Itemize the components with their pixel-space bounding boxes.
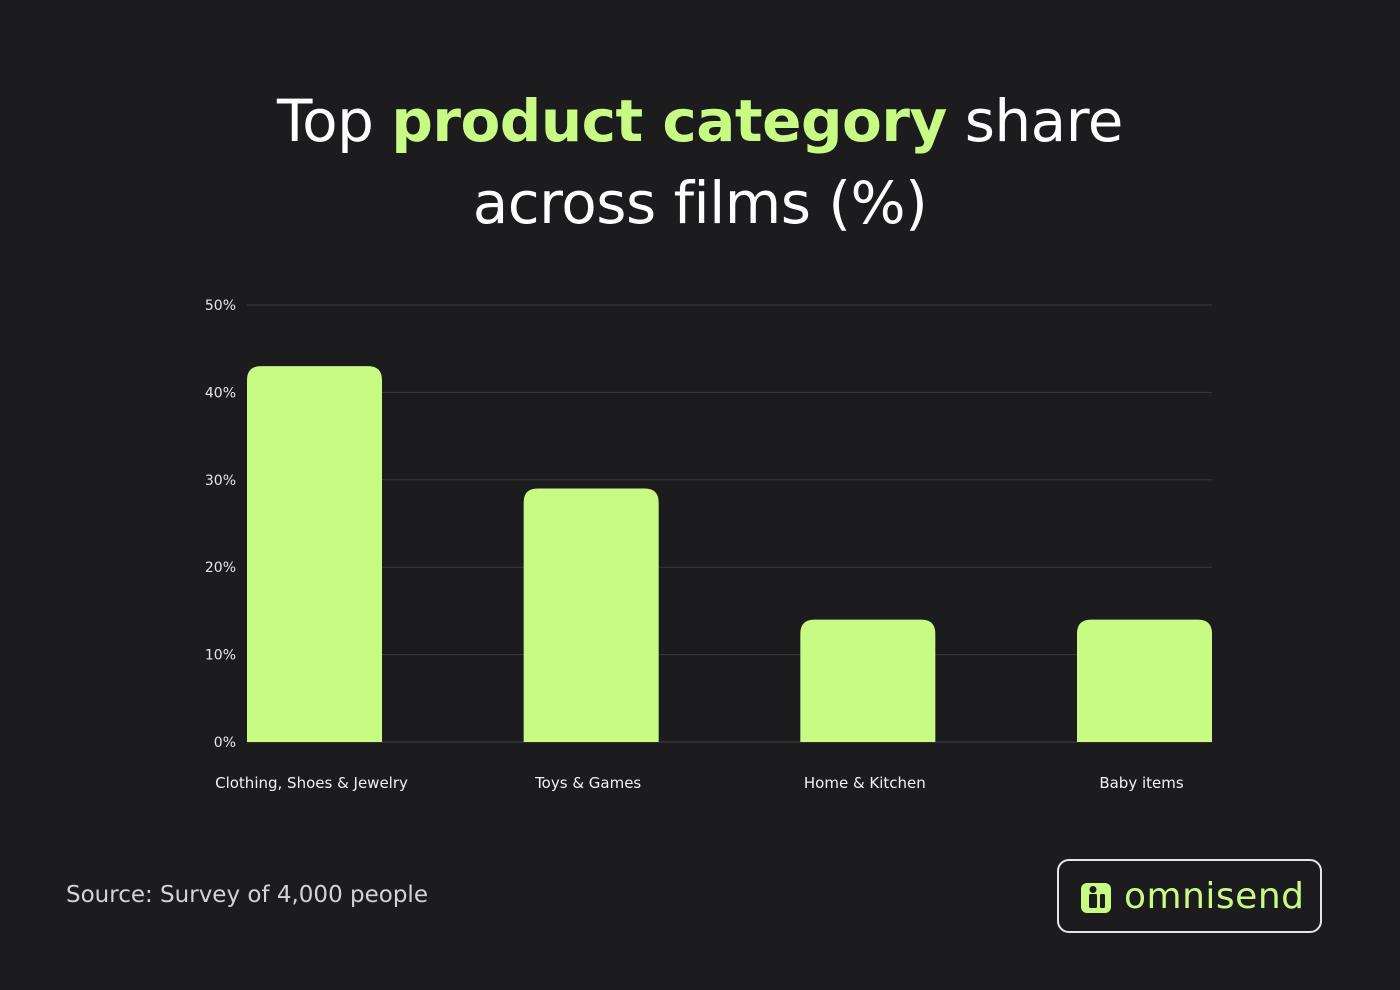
- bar: [1077, 619, 1212, 742]
- x-tick-label: Home & Kitchen: [804, 774, 926, 792]
- title-part-1: Top: [277, 87, 392, 155]
- title-part-2: share across films (%): [472, 87, 1124, 237]
- source-note: Source: Survey of 4,000 people: [66, 882, 428, 908]
- omnisend-logo-icon: [1081, 883, 1111, 913]
- title-highlight: product category: [391, 87, 947, 155]
- x-axis-labels: Clothing, Shoes & Jewelry Toys & Games Hom…: [215, 774, 1184, 792]
- x-tick-label: Toys & Games: [534, 774, 641, 792]
- omnisend-logo: omnisend: [1057, 859, 1322, 933]
- brand-name: omnisend: [1124, 876, 1305, 917]
- grid-lines: [247, 304, 1212, 743]
- bar: [800, 619, 936, 742]
- y-tick-label: 10%: [205, 648, 236, 664]
- y-tick-label: 20%: [205, 560, 236, 576]
- y-tick-label: 40%: [205, 385, 236, 401]
- bar: [523, 488, 659, 742]
- y-axis-ticks: 0% 10% 20% 30% 40% 50%: [205, 298, 236, 751]
- x-tick-label: Clothing, Shoes & Jewelry: [215, 774, 408, 792]
- bars: [247, 366, 1212, 742]
- y-tick-label: 30%: [205, 473, 236, 489]
- bar: [247, 366, 382, 742]
- y-tick-label: 50%: [205, 298, 236, 314]
- chart-title: Top product category share across films …: [0, 80, 1400, 244]
- x-tick-label: Baby items: [1099, 774, 1184, 792]
- y-tick-label: 0%: [214, 735, 236, 751]
